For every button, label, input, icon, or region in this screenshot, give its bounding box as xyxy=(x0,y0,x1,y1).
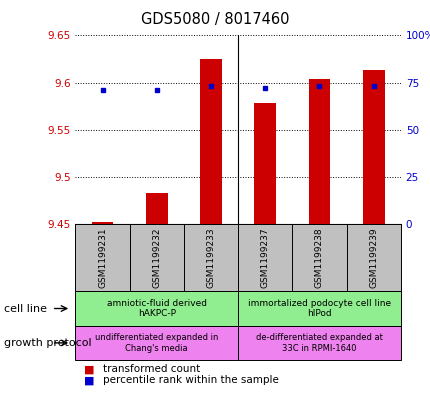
Bar xyxy=(237,291,400,326)
Bar xyxy=(237,326,400,360)
Text: GSM1199232: GSM1199232 xyxy=(152,227,161,288)
Bar xyxy=(184,224,237,291)
Text: GSM1199231: GSM1199231 xyxy=(98,227,107,288)
Bar xyxy=(75,291,237,326)
Text: GSM1199238: GSM1199238 xyxy=(314,227,323,288)
Text: GSM1199237: GSM1199237 xyxy=(260,227,269,288)
Text: GSM1199233: GSM1199233 xyxy=(206,227,215,288)
Bar xyxy=(292,224,346,291)
Text: amniotic-fluid derived
hAKPC-P: amniotic-fluid derived hAKPC-P xyxy=(107,299,206,318)
Bar xyxy=(92,222,113,224)
Bar xyxy=(75,224,129,291)
Text: de-differentiated expanded at
33C in RPMI-1640: de-differentiated expanded at 33C in RPM… xyxy=(255,333,382,353)
Text: growth protocol: growth protocol xyxy=(4,338,92,348)
Text: ■: ■ xyxy=(84,375,94,385)
Text: undifferentiated expanded in
Chang's media: undifferentiated expanded in Chang's med… xyxy=(95,333,218,353)
Bar xyxy=(362,70,384,224)
Bar xyxy=(75,326,237,360)
Text: transformed count: transformed count xyxy=(103,364,200,374)
Bar xyxy=(146,193,167,224)
Bar xyxy=(346,224,400,291)
Text: cell line: cell line xyxy=(4,303,47,314)
Bar xyxy=(254,103,276,224)
Bar xyxy=(200,59,221,224)
Text: GDS5080 / 8017460: GDS5080 / 8017460 xyxy=(141,12,289,27)
Text: ■: ■ xyxy=(84,364,94,374)
Text: GSM1199239: GSM1199239 xyxy=(369,227,378,288)
Text: immortalized podocyte cell line
hIPod: immortalized podocyte cell line hIPod xyxy=(247,299,390,318)
Text: percentile rank within the sample: percentile rank within the sample xyxy=(103,375,279,385)
Bar xyxy=(237,224,292,291)
Bar xyxy=(129,224,184,291)
Bar xyxy=(308,79,329,224)
